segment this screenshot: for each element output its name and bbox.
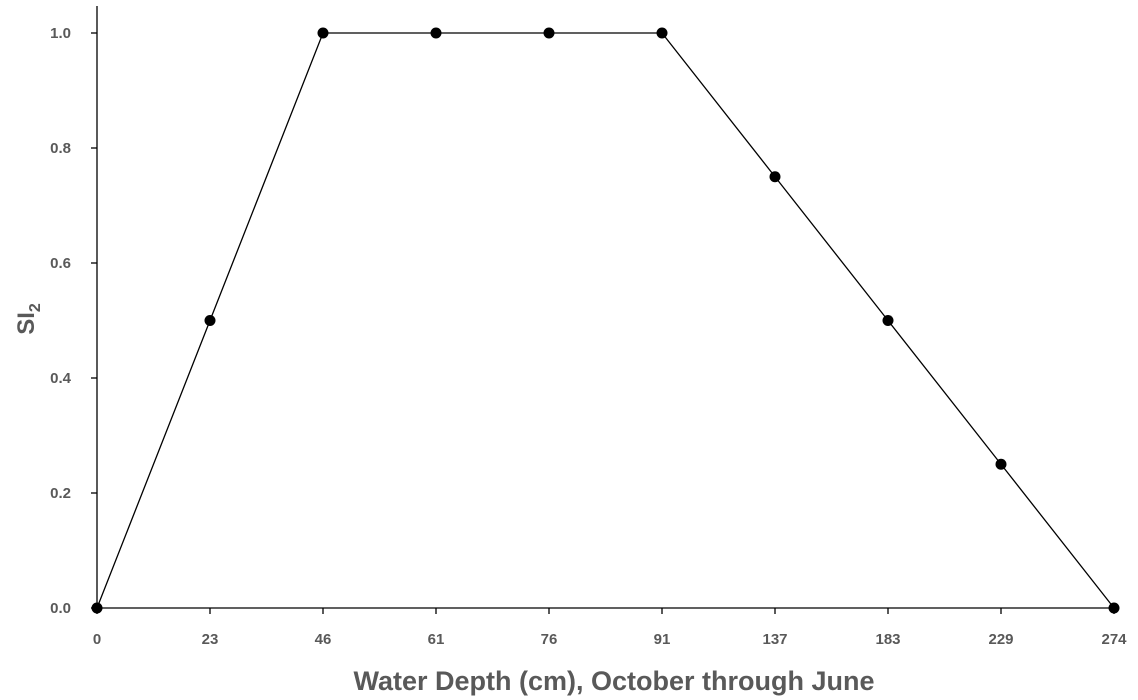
data-point [995,458,1007,470]
y-axis-title-subscript: 2 [27,303,44,312]
y-ticks: 0.0 0.2 0.4 0.6 0.8 1.0 [50,25,97,617]
x-tick-label: 23 [202,631,219,648]
data-point [543,27,555,39]
data-point [882,315,894,326]
x-tick-label: 46 [315,631,332,648]
series [91,27,1120,614]
data-point [769,171,781,183]
x-axis-title: Water Depth (cm), October through June [353,666,874,696]
y-axis-title: SI2 [13,303,44,335]
x-tick-label: 0 [93,631,101,648]
x-tick-label: 183 [875,631,900,648]
axes [96,6,1114,609]
data-point [317,27,329,39]
data-point [430,27,442,39]
data-point [204,315,216,326]
series-line [96,32,1115,609]
x-ticks: 0 23 46 61 76 91 137 183 229 274 [93,608,1127,648]
x-tick-label: 61 [428,631,445,648]
y-tick-label: 0.2 [50,485,71,502]
x-tick-label: 229 [988,631,1013,648]
y-tick-label: 0.8 [50,140,71,157]
x-tick-label: 91 [654,631,671,648]
y-tick-label: 0.4 [50,370,72,387]
data-point [1108,602,1120,614]
data-point [656,27,668,39]
y-axis-title-main: SI [13,312,40,335]
x-tick-label: 137 [762,631,787,648]
y-tick-label: 1.0 [50,25,71,42]
y-tick-label: 0.6 [50,255,71,272]
data-point [91,602,103,614]
x-tick-label: 274 [1101,631,1127,648]
y-tick-label: 0.0 [50,600,71,617]
x-tick-label: 76 [541,631,558,648]
